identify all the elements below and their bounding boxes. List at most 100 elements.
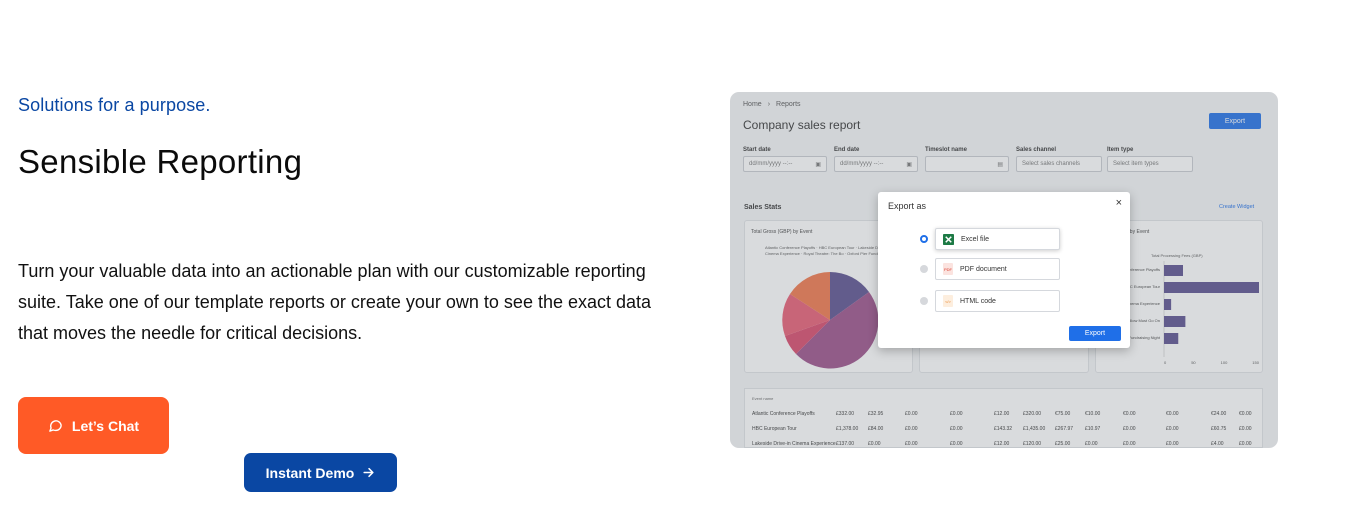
- pie-slice: [796, 292, 879, 369]
- bar-chart: [1163, 261, 1259, 357]
- table-cell: £0.00: [1166, 426, 1179, 432]
- export-modal: Export as × Excel file PDF PDF document …: [878, 192, 1130, 348]
- pie-chart: [782, 272, 879, 369]
- table-cell: £0.00: [905, 441, 918, 447]
- table-cell: £267.97: [1055, 426, 1074, 432]
- filter-item-type: Item type Select item types: [1107, 147, 1193, 172]
- calendar-icon: ▣: [815, 162, 821, 168]
- legend-item: HBC European Tour: [818, 245, 855, 250]
- filter-value: dd/mm/yyyy --:--: [840, 161, 884, 167]
- option-pdf: PDF PDF document: [935, 258, 1060, 280]
- list-icon: ▤: [997, 162, 1003, 168]
- svg-text:</>: </>: [945, 299, 951, 304]
- pie-panel-title: Total Gross (GBP) by Event: [751, 229, 813, 235]
- table-cell: £320.00: [1023, 411, 1042, 417]
- filter-end-date: End date dd/mm/yyyy --:-- ▣: [834, 147, 918, 172]
- modal-export-button: Export: [1069, 326, 1121, 341]
- create-widget-link: Create Widget: [1219, 204, 1255, 210]
- table-cell: £4.00: [1211, 441, 1224, 447]
- filter-value: dd/mm/yyyy --:--: [749, 161, 793, 167]
- breadcrumb-home: Home: [743, 101, 762, 108]
- table-cell: £137.00: [836, 441, 855, 447]
- close-icon: ×: [1115, 197, 1122, 209]
- lets-chat-label: Let’s Chat: [71, 417, 140, 434]
- table-header-cell: Event name: [752, 396, 774, 401]
- table-cell: £0.00: [905, 411, 918, 417]
- radio-pdf: [920, 265, 928, 273]
- legend-item: Lakeside Drive-in Cinema Experience: [765, 245, 889, 256]
- table-cell: £0.00: [1085, 441, 1098, 447]
- table-cell: €10.00: [1085, 411, 1101, 417]
- option-label: PDF document: [960, 265, 1007, 273]
- table-row: Atlantic Conference Playoffs £332.00 £32…: [745, 407, 1262, 420]
- bar: [1164, 333, 1179, 344]
- table-cell: £0.00: [905, 426, 918, 432]
- breadcrumb-reports: Reports: [776, 101, 801, 108]
- filter-timeslot: Timeslot name ▤: [925, 147, 1009, 172]
- table-cell: €24.00: [1211, 411, 1227, 417]
- bar-category: HBC European Tour: [1124, 284, 1160, 289]
- table-cell: £0.00: [950, 441, 963, 447]
- modal-title: Export as: [888, 201, 927, 211]
- filter-label: Item type: [1107, 147, 1134, 153]
- option-label: HTML code: [960, 297, 996, 305]
- table-cell: £143.32: [994, 426, 1013, 432]
- chevron-right-icon: ›: [767, 101, 771, 108]
- table-cell: £1,435.00: [1023, 426, 1046, 432]
- table-row: Lakeside Drive-in Cinema Experience £137…: [745, 437, 1262, 448]
- instant-demo-button[interactable]: Instant Demo: [244, 453, 397, 492]
- bar: [1164, 265, 1183, 276]
- bar-category: Cinema Experience: [1125, 301, 1160, 306]
- pie-legend: Atlantic Conference Playoffs · HBC Europ…: [765, 245, 900, 256]
- filter-sales-channel: Sales channel Select sales channels: [1016, 147, 1102, 172]
- eyebrow-text: Solutions for a purpose.: [18, 95, 211, 115]
- bar-category: Conference Playoffs: [1124, 267, 1160, 272]
- table-cell: €0.00: [1239, 411, 1252, 417]
- table-cell: £10.97: [1085, 426, 1101, 432]
- pie-slice: [785, 320, 830, 354]
- table-cell: Atlantic Conference Playoffs: [752, 411, 815, 417]
- axis-tick: 150: [1252, 360, 1259, 365]
- table-cell: €0.00: [1166, 411, 1179, 417]
- legend-item: Royal Theatre: The Bo: [803, 251, 844, 256]
- description-text: Turn your valuable data into an actionab…: [18, 261, 652, 343]
- bar: [1164, 316, 1186, 327]
- radio-excel: [920, 235, 928, 243]
- legend-item: Atlantic Conference Playoffs: [765, 245, 816, 250]
- table-cell: £0.00: [1123, 441, 1136, 447]
- html-file-icon: </>: [943, 295, 953, 307]
- filter-label: Start date: [743, 147, 771, 153]
- bar-axis: 0 50 100 150: [1164, 360, 1259, 365]
- table-cell: £12.00: [994, 441, 1010, 447]
- table-header: Event name: [745, 392, 1262, 405]
- filter-value: Select sales channels: [1022, 161, 1081, 167]
- table-cell: £12.00: [994, 411, 1010, 417]
- table-cell: £120.00: [1023, 441, 1042, 447]
- instant-demo-label: Instant Demo: [265, 464, 355, 481]
- axis-tick: 50: [1191, 360, 1196, 365]
- pie-slice: [830, 272, 869, 320]
- svg-text:PDF: PDF: [944, 267, 953, 272]
- chat-bubble-icon: [48, 418, 63, 433]
- report-export-button: Export: [1209, 113, 1261, 129]
- pdf-file-icon: PDF: [943, 263, 953, 275]
- table-cell: £1,378.00: [836, 426, 859, 432]
- option-excel: Excel file: [935, 228, 1060, 250]
- excel-file-icon: [943, 233, 954, 245]
- table-cell: £84.00: [868, 426, 884, 432]
- calendar-icon: ▣: [906, 162, 912, 168]
- report-screenshot: Home › Reports Company sales report Expo…: [730, 92, 1278, 448]
- bar: [1164, 282, 1259, 293]
- table-row: HBC European Tour £1,378.00 £84.00 £0.00…: [745, 422, 1262, 435]
- lets-chat-button[interactable]: Let’s Chat: [18, 397, 169, 454]
- axis-tick: 0: [1164, 360, 1167, 365]
- page-title: Sensible Reporting: [18, 143, 303, 180]
- bar-category-labels: Conference Playoffs HBC European Tour Ci…: [1098, 261, 1160, 346]
- table-cell: £25.00: [1055, 441, 1071, 447]
- table-cell: £0.00: [950, 426, 963, 432]
- arrow-right-icon: [362, 466, 375, 479]
- report-title: Company sales report: [743, 118, 861, 132]
- sales-table: Event name Atlantic Conference Playoffs …: [744, 388, 1263, 448]
- table-cell: £32.95: [868, 411, 884, 417]
- table-cell: £0.00: [1239, 441, 1252, 447]
